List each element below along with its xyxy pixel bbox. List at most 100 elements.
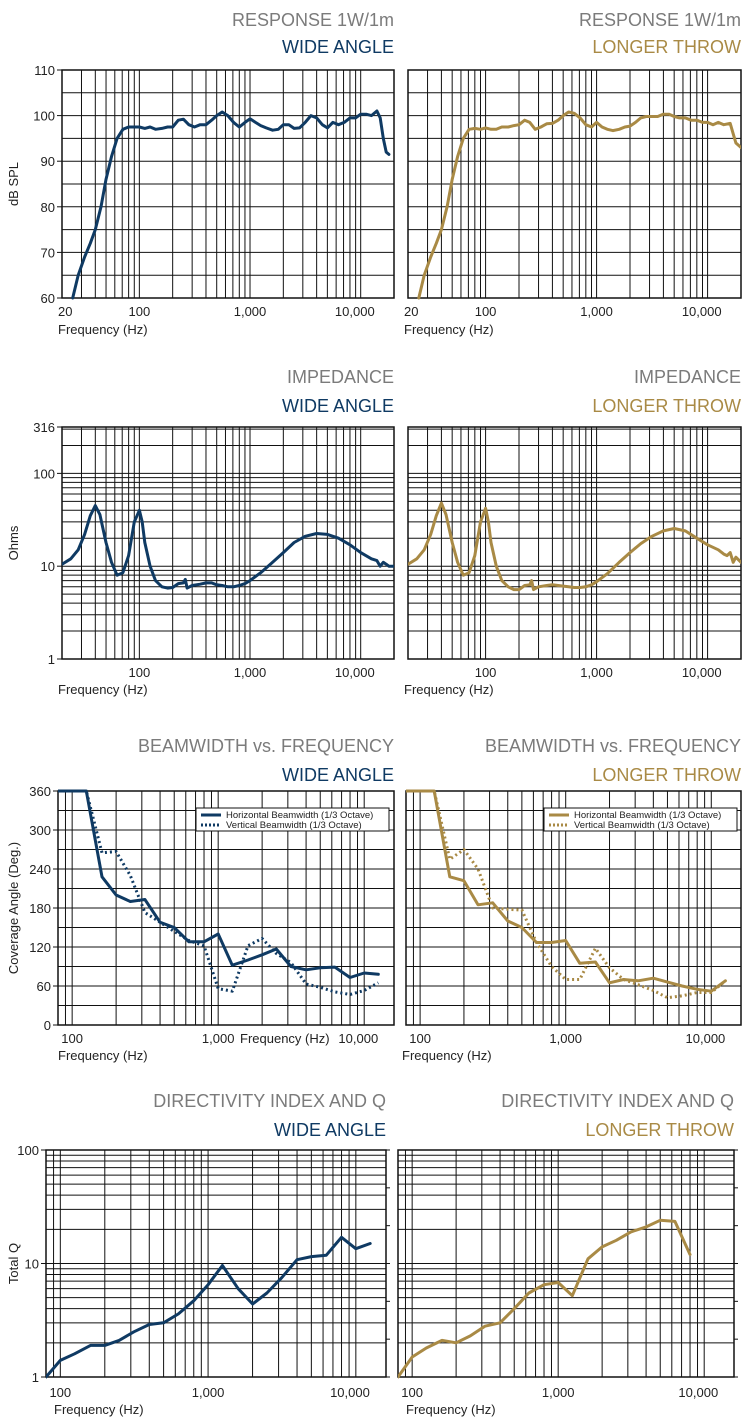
x-tick-label: 1,000 <box>580 665 613 680</box>
chart-title: BEAMWIDTH vs. FREQUENCY <box>138 736 394 756</box>
y-tick-label: 80 <box>41 200 55 215</box>
grid <box>57 790 394 1026</box>
chart-title: IMPEDANCE <box>634 367 741 387</box>
chart-resp-wide: RESPONSE 1W/1m WIDE ANGLE 60 70 80 90 100 110 dB… <box>6 10 395 337</box>
x-tick-label: 10,000 <box>682 665 722 680</box>
chart-title: RESPONSE 1W/1m <box>232 10 394 30</box>
x-tick-label: 10,000 <box>686 1031 726 1046</box>
x-tick-label: 1,000 <box>192 1385 225 1400</box>
x-tick-label: 100 <box>61 1031 83 1046</box>
x-tick-label: 10,000 <box>330 1385 370 1400</box>
x-tick-label: 100 <box>475 665 497 680</box>
y-tick-label: 100 <box>33 109 55 124</box>
series-line-horizontal <box>58 789 380 979</box>
x-axis-label: Frequency (Hz) <box>58 1048 148 1063</box>
chart-imp-wide: IMPEDANCE WIDE ANGLE 1 10 100 316 Ohms 100 1,000… <box>6 367 395 697</box>
x-tick-label: 20 <box>58 304 72 319</box>
x-axis-label: Frequency (Hz) <box>406 1402 496 1417</box>
y-tick-label: 110 <box>34 63 55 78</box>
chart-subtitle: WIDE ANGLE <box>282 37 394 57</box>
legend-label-horizontal: Horizontal Beamwidth (1/3 Octave) <box>226 810 373 821</box>
legend-label-vertical: Vertical Beamwidth (1/3 Octave) <box>226 820 362 831</box>
y-tick-label: 10 <box>41 559 55 574</box>
x-axis-label-inline: Frequency (Hz) <box>240 1031 330 1046</box>
y-tick-label: 90 <box>41 154 55 169</box>
chart-di-throw: DIRECTIVITY INDEX AND Q LONGER THROW 100 1,… <box>397 1091 738 1417</box>
chart-subtitle: LONGER THROW <box>585 1120 734 1140</box>
plot-frame <box>407 69 742 299</box>
x-tick-label: 1,000 <box>234 665 267 680</box>
legend-label-vertical: Vertical Beamwidth (1/3 Octave) <box>574 820 710 831</box>
y-tick-label: 100 <box>17 1143 39 1158</box>
x-tick-label: 100 <box>401 1385 423 1400</box>
chart-subtitle: LONGER THROW <box>592 765 741 785</box>
y-tick-label: 180 <box>29 901 51 916</box>
chart-title: RESPONSE 1W/1m <box>579 10 741 30</box>
chart-title: IMPEDANCE <box>287 367 394 387</box>
series-line-response <box>408 501 741 592</box>
y-tick-label: 1 <box>48 652 55 667</box>
y-tick-label: 316 <box>33 420 55 435</box>
y-tick-label: 1 <box>32 1370 39 1385</box>
grid <box>61 427 395 660</box>
series-line-response <box>62 504 394 590</box>
chart-title: DIRECTIVITY INDEX AND Q <box>153 1091 386 1111</box>
series-line-horizontal <box>406 789 727 993</box>
chart-subtitle: LONGER THROW <box>592 396 741 416</box>
chart-subtitle: WIDE ANGLE <box>282 396 394 416</box>
x-tick-label: 1,000 <box>542 1385 575 1400</box>
y-tick-label: 70 <box>41 245 55 260</box>
y-tick-label: 0 <box>44 1018 51 1033</box>
y-tick-label: 120 <box>29 940 51 955</box>
x-axis-label: Frequency (Hz) <box>402 1048 492 1063</box>
x-tick-label: 100 <box>129 304 151 319</box>
chart-resp-throw: RESPONSE 1W/1m LONGER THROW 20 100 1,000 10,0… <box>404 10 742 337</box>
y-tick-label: 60 <box>37 979 51 994</box>
x-tick-label: 10,000 <box>335 304 375 319</box>
y-axis-label: dB SPL <box>6 162 21 206</box>
x-axis-label: Frequency (Hz) <box>404 682 494 697</box>
x-tick-label: 100 <box>409 1031 431 1046</box>
chart-di-wide: DIRECTIVITY INDEX AND Q WIDE ANGLE 1 10 100 T… <box>6 1091 390 1417</box>
x-tick-label: 100 <box>129 665 151 680</box>
plot-frame <box>405 790 742 1026</box>
series-line-vertical <box>406 789 727 1000</box>
y-tick-label: 100 <box>33 466 55 481</box>
x-tick-label: 100 <box>49 1385 71 1400</box>
grid <box>45 1149 386 1378</box>
chart-beam-wide: BEAMWIDTH vs. FREQUENCY WIDE ANGLE 0 60 120 1… <box>6 736 395 1063</box>
chart-subtitle: WIDE ANGLE <box>282 765 394 785</box>
x-axis-label: Frequency (Hz) <box>58 682 148 697</box>
grid <box>61 69 395 299</box>
x-tick-label: 1,000 <box>202 1031 235 1046</box>
x-tick-label: 1,000 <box>549 1031 582 1046</box>
x-axis-label: Frequency (Hz) <box>54 1402 144 1417</box>
grid <box>407 427 742 660</box>
x-tick-label: 10,000 <box>338 1031 378 1046</box>
y-tick-label: 10 <box>25 1257 39 1272</box>
y-tick-label: 360 <box>29 784 51 799</box>
chart-subtitle: WIDE ANGLE <box>274 1120 386 1140</box>
legend-box <box>195 807 390 832</box>
x-axis-label: Frequency (Hz) <box>404 322 494 337</box>
plot-frame <box>407 426 742 660</box>
series-line-response <box>71 109 391 300</box>
grid <box>407 69 742 299</box>
x-tick-label: 10,000 <box>682 304 722 319</box>
plot-frame <box>61 426 395 660</box>
chart-imp-throw: IMPEDANCE LONGER THROW 100 1,000 10,000 Frequ… <box>404 367 742 697</box>
legend-label-horizontal: Horizontal Beamwidth (1/3 Octave) <box>574 810 721 821</box>
plot-frame <box>61 69 395 299</box>
chart-beam-throw: BEAMWIDTH vs. FREQUENCY LONGER THROW 100 1,… <box>402 736 742 1063</box>
x-tick-label: 20 <box>404 304 418 319</box>
x-tick-label: 10,000 <box>335 665 375 680</box>
x-tick-label: 100 <box>475 304 497 319</box>
y-axis-label: Coverage Angle (Deg.) <box>6 842 21 974</box>
chart-title: DIRECTIVITY INDEX AND Q <box>501 1091 734 1111</box>
y-axis-label: Ohms <box>6 525 21 560</box>
y-tick-label: 300 <box>29 823 51 838</box>
series-line-response <box>398 1218 692 1379</box>
chart-title: BEAMWIDTH vs. FREQUENCY <box>485 736 741 756</box>
y-tick-label: 60 <box>41 291 55 306</box>
